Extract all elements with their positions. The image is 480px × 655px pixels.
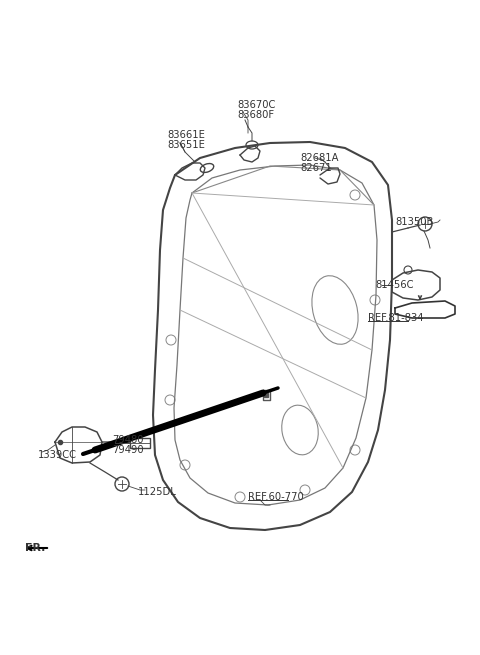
- Text: 83651E: 83651E: [167, 140, 205, 150]
- Text: 83661E: 83661E: [167, 130, 205, 140]
- Text: 81350B: 81350B: [395, 217, 433, 227]
- Text: 1339CC: 1339CC: [38, 450, 77, 460]
- Text: FR.: FR.: [25, 543, 46, 553]
- Text: 1125DL: 1125DL: [138, 487, 177, 497]
- Text: 83670C: 83670C: [237, 100, 276, 110]
- Text: 79480: 79480: [112, 435, 144, 445]
- Circle shape: [418, 217, 432, 231]
- FancyBboxPatch shape: [130, 438, 150, 448]
- Text: 81456C: 81456C: [375, 280, 413, 290]
- Text: REF.81-834: REF.81-834: [368, 313, 423, 323]
- Text: 83680F: 83680F: [237, 110, 274, 120]
- Text: REF.60-770: REF.60-770: [248, 492, 304, 502]
- Text: 82671: 82671: [300, 163, 332, 173]
- Circle shape: [404, 266, 412, 274]
- Circle shape: [115, 477, 129, 491]
- Text: 79490: 79490: [112, 445, 144, 455]
- Text: 82681A: 82681A: [300, 153, 338, 163]
